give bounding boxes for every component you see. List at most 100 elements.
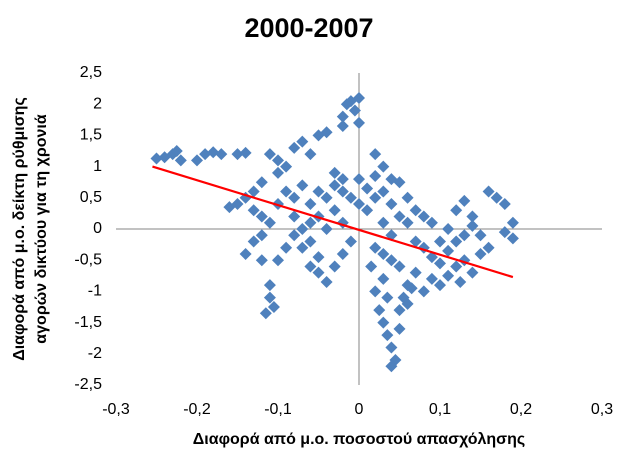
point xyxy=(466,219,479,232)
point xyxy=(377,316,390,329)
point xyxy=(498,198,511,211)
y-tick-label: -2,5 xyxy=(74,376,102,393)
point xyxy=(361,204,374,217)
point xyxy=(304,260,317,273)
point xyxy=(377,160,390,173)
point xyxy=(369,148,382,161)
point xyxy=(280,185,293,198)
point xyxy=(409,235,422,248)
point xyxy=(409,266,422,279)
x-tick-label: -0,3 xyxy=(102,401,130,418)
point xyxy=(336,185,349,198)
point xyxy=(393,260,406,273)
point xyxy=(417,210,430,223)
y-tick-label: 1 xyxy=(93,158,102,175)
point xyxy=(466,266,479,279)
point xyxy=(393,210,406,223)
point xyxy=(506,216,519,229)
point xyxy=(377,185,390,198)
point xyxy=(385,198,398,211)
point xyxy=(280,160,293,173)
y-tick-label: -2 xyxy=(88,345,102,362)
point xyxy=(328,166,341,179)
y-tick-label: 2,5 xyxy=(80,64,102,81)
point xyxy=(255,254,268,267)
point xyxy=(353,198,365,211)
point xyxy=(247,235,260,248)
point xyxy=(272,166,284,179)
point xyxy=(170,145,183,157)
point xyxy=(348,104,361,117)
point xyxy=(450,235,463,248)
point xyxy=(296,179,309,192)
point xyxy=(425,216,438,229)
y-tick-label: 1,5 xyxy=(80,127,102,144)
point xyxy=(320,223,333,235)
point xyxy=(296,223,309,235)
point xyxy=(417,285,430,298)
point xyxy=(239,247,252,260)
point xyxy=(199,148,212,161)
point xyxy=(263,148,276,161)
point xyxy=(288,141,301,154)
point xyxy=(150,152,163,165)
point xyxy=(247,185,260,198)
point xyxy=(369,191,382,204)
point xyxy=(393,304,406,317)
point xyxy=(353,91,365,104)
y-tick-label: 0,5 xyxy=(80,189,102,206)
point xyxy=(401,191,414,204)
point xyxy=(442,223,455,235)
point xyxy=(312,251,325,264)
point xyxy=(454,276,467,289)
point xyxy=(450,204,463,217)
point xyxy=(393,322,406,335)
point xyxy=(272,154,284,167)
point xyxy=(401,297,414,310)
trendline xyxy=(152,165,514,279)
point xyxy=(304,235,317,248)
point xyxy=(263,279,276,292)
point xyxy=(385,254,398,267)
point xyxy=(296,241,309,254)
point xyxy=(369,241,382,254)
point xyxy=(328,179,341,192)
point xyxy=(498,226,511,239)
point xyxy=(263,216,276,229)
point xyxy=(434,257,446,270)
point xyxy=(207,146,220,159)
point xyxy=(482,185,495,198)
point xyxy=(272,254,284,267)
point xyxy=(405,282,418,295)
point xyxy=(247,204,260,217)
point xyxy=(458,229,471,242)
x-tick-label: -0,2 xyxy=(183,401,211,418)
point xyxy=(174,154,187,167)
point xyxy=(328,260,341,273)
point xyxy=(304,216,317,229)
y-axis-label: Διαφορά από μ.ο. δείκτη ρύθμισης xyxy=(11,97,28,361)
point xyxy=(385,360,398,373)
point xyxy=(263,291,276,304)
point xyxy=(320,191,333,204)
point xyxy=(482,241,495,254)
point xyxy=(381,291,394,304)
point xyxy=(409,204,422,217)
point xyxy=(377,272,390,285)
point xyxy=(401,216,414,229)
point xyxy=(312,185,325,198)
point xyxy=(288,229,301,242)
point xyxy=(267,301,280,313)
x-tick-label: 0 xyxy=(355,401,364,418)
x-tick-label: -0,1 xyxy=(264,401,292,418)
point xyxy=(506,232,519,245)
point xyxy=(353,173,365,186)
x-tick-label: 0,1 xyxy=(429,401,451,418)
point xyxy=(215,148,228,161)
point xyxy=(312,266,325,279)
chart-title: 2000-2007 xyxy=(244,13,373,43)
point xyxy=(442,244,455,257)
point xyxy=(255,229,268,242)
point xyxy=(458,194,471,207)
point xyxy=(259,307,272,320)
